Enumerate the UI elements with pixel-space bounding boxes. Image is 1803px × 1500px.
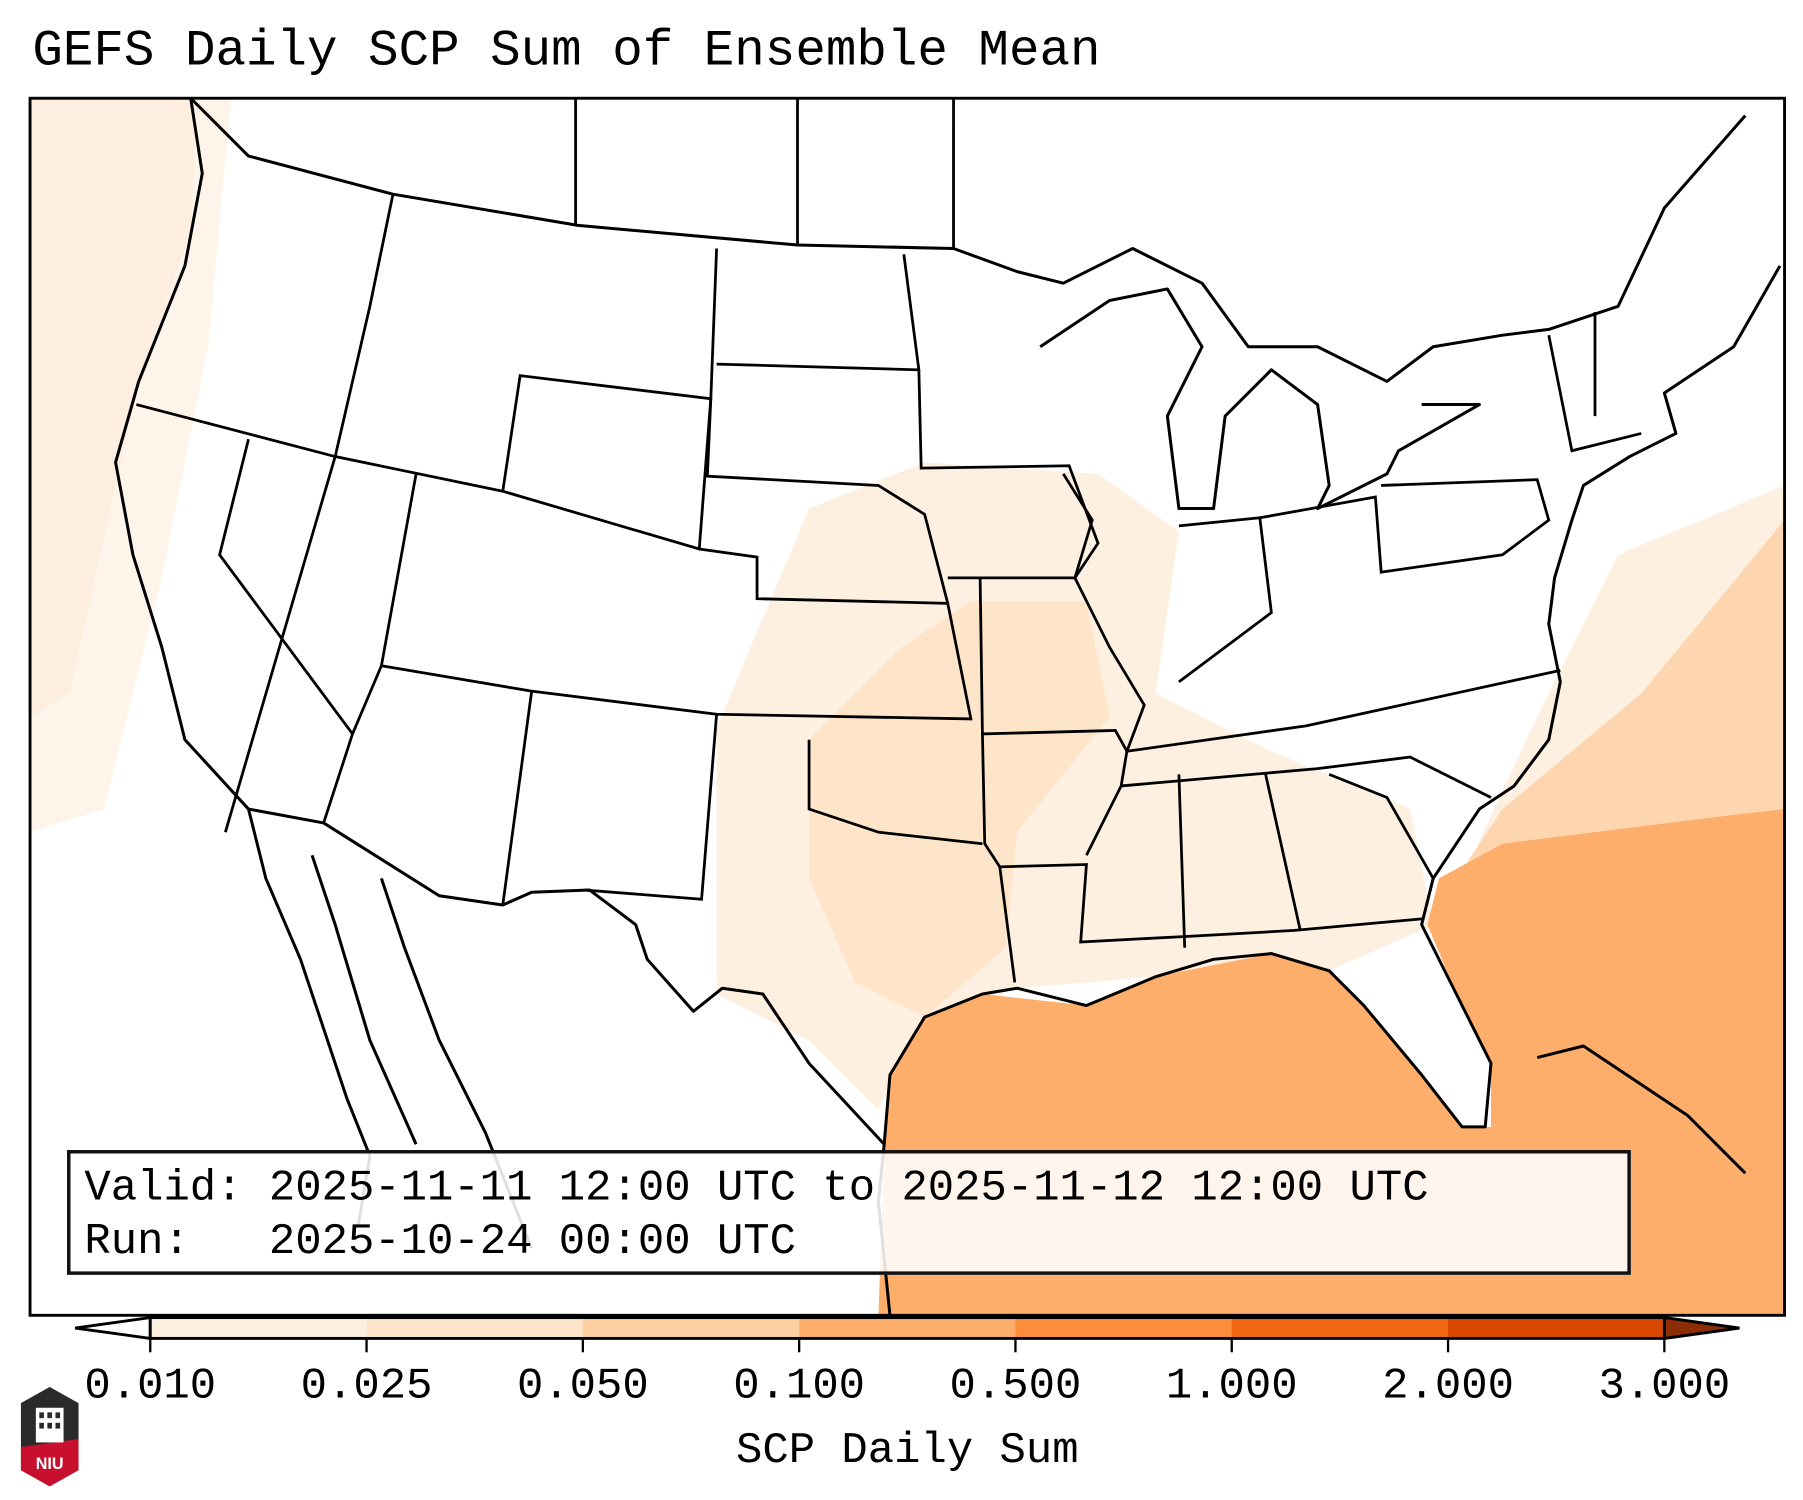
valid-value: 2025-11-11 12:00 UTC to 2025-11-12 12:00… xyxy=(268,1163,1429,1214)
run-value: 2025-10-24 00:00 UTC xyxy=(268,1217,797,1267)
shading-atlantic-mid xyxy=(1456,520,1785,879)
colorbar-tick-label: 0.500 xyxy=(949,1361,1082,1412)
shading-central-mid xyxy=(809,601,1110,1018)
colorbar-tick-label: 0.025 xyxy=(300,1361,433,1412)
colorbar-tick-label: 0.050 xyxy=(516,1361,649,1412)
colorbar-segment xyxy=(1448,1317,1665,1339)
colorbar-tick-label: 3.000 xyxy=(1598,1361,1731,1412)
gulf-coast xyxy=(876,265,1782,1316)
shading-pacific-light xyxy=(30,98,232,833)
colorbar-over-extend xyxy=(1662,1315,1740,1341)
colorbar-tick-label: 2.000 xyxy=(1382,1361,1514,1412)
run-label: Run: xyxy=(84,1217,190,1267)
colorbar-tick-label: 1.000 xyxy=(1165,1361,1298,1412)
colorbar-segment xyxy=(366,1317,584,1339)
colorbar-tick-label: 0.100 xyxy=(733,1361,866,1412)
colorbar xyxy=(74,1315,1740,1353)
map-title: GEFS Daily SCP Sum of Ensemble Mean xyxy=(32,23,1101,81)
svg-text:NIU: NIU xyxy=(36,1455,64,1473)
map-frame xyxy=(28,96,1786,1317)
northern-border xyxy=(189,98,1747,383)
colorbar-tick-label: 0.010 xyxy=(84,1361,217,1412)
colorbar-outline xyxy=(148,1316,1666,1340)
valid-label: Valid: xyxy=(84,1163,243,1214)
colorbar-segment xyxy=(1015,1317,1233,1339)
colorbar-segment xyxy=(150,1317,368,1339)
scp-shading xyxy=(30,98,1785,1316)
colorbar-under-extend xyxy=(74,1315,152,1341)
colorbar-label: SCP Daily Sum xyxy=(735,1426,1079,1476)
colorbar-segment xyxy=(799,1317,1017,1339)
cuba xyxy=(1536,1044,1747,1175)
coastline xyxy=(114,98,372,1226)
great-lakes xyxy=(1039,287,1481,511)
colorbar-segment xyxy=(1231,1317,1449,1339)
state-boundaries xyxy=(136,98,1642,983)
mexico-border xyxy=(248,807,886,1146)
valid-run-infobox: Valid: 2025-11-11 12:00 UTC to 2025-11-1… xyxy=(67,1150,1631,1275)
coastlines-borders xyxy=(114,98,1782,1316)
niu-logo: NIU xyxy=(20,1386,79,1487)
colorbar-segment xyxy=(582,1317,800,1339)
